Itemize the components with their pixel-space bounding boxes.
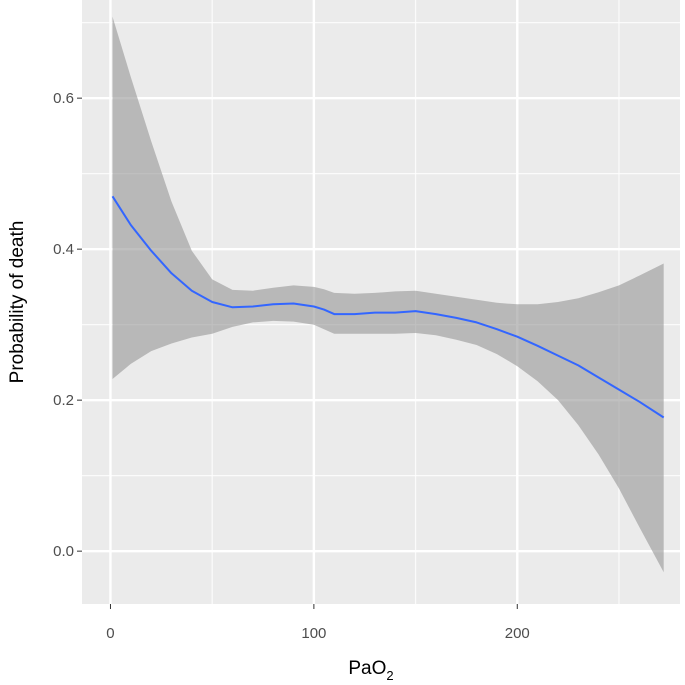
y-axis-title: Probability of death	[7, 221, 28, 384]
y-tick-label: 0.0	[53, 543, 74, 560]
y-tick-label: 0.6	[53, 90, 74, 107]
x-axis-ticks	[109, 604, 518, 609]
y-axis-ticks	[77, 97, 82, 552]
y-tick-label: 0.4	[53, 241, 74, 258]
smooth-fit-line	[111, 195, 665, 419]
x-axis-title-main: PaO	[348, 658, 386, 679]
x-axis-tick-labels: 0 100 200	[106, 625, 529, 642]
x-axis-title: PaO2	[348, 658, 393, 683]
confidence-band	[112, 16, 664, 573]
x-tick-label: 0	[106, 625, 114, 642]
x-tick-label: 200	[505, 625, 530, 642]
x-tick-label: 100	[301, 625, 326, 642]
y-axis-tick-labels: 0.0 0.2 0.4 0.6	[53, 90, 74, 560]
y-tick-label: 0.2	[53, 392, 74, 409]
x-axis-title-subscript: 2	[386, 668, 393, 683]
